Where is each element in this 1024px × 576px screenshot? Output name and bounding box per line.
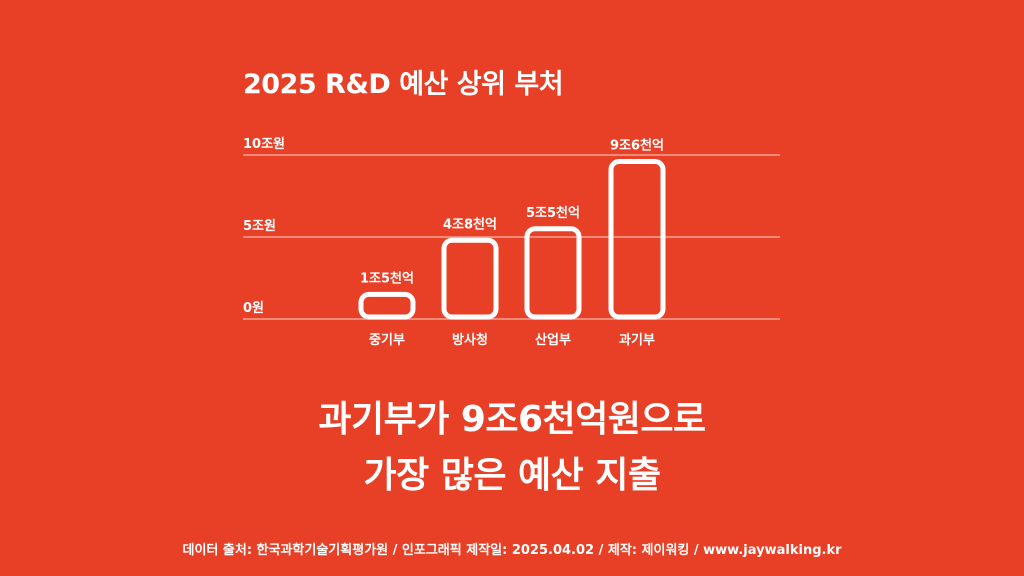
- data-label: 5조5천억: [526, 206, 580, 221]
- x-tick-label: 과기부: [619, 333, 655, 348]
- y-tick-label: 5조원: [243, 219, 276, 234]
- x-tick-label: 중기부: [369, 333, 405, 348]
- data-label: 4조8천억: [443, 217, 497, 232]
- headline-line-1: 과기부가 9조6천억원으로: [318, 399, 706, 440]
- x-tick-label: 방사청: [452, 332, 488, 348]
- y-tick-label: 10조원: [243, 137, 285, 152]
- bar: [524, 226, 582, 320]
- bar: [358, 291, 416, 320]
- x-tick-label: 산업부: [535, 332, 571, 348]
- data-label: 9조6천억: [610, 139, 664, 154]
- headline: 과기부가 9조6천억원으로 가장 많은 예산 지출: [0, 392, 1024, 504]
- y-tick-label: 0원: [243, 301, 264, 316]
- bar: [441, 237, 499, 320]
- bar: [608, 159, 666, 320]
- source-footer: 데이터 출처: 한국과학기술기획평가원 / 인포그래픽 제작일: 2025.04…: [182, 543, 842, 558]
- data-label: 1조5천억: [360, 271, 414, 286]
- headline-line-2: 가장 많은 예산 지출: [363, 455, 661, 496]
- chart-title: 2025 R&D 예산 상위 부처: [243, 69, 564, 100]
